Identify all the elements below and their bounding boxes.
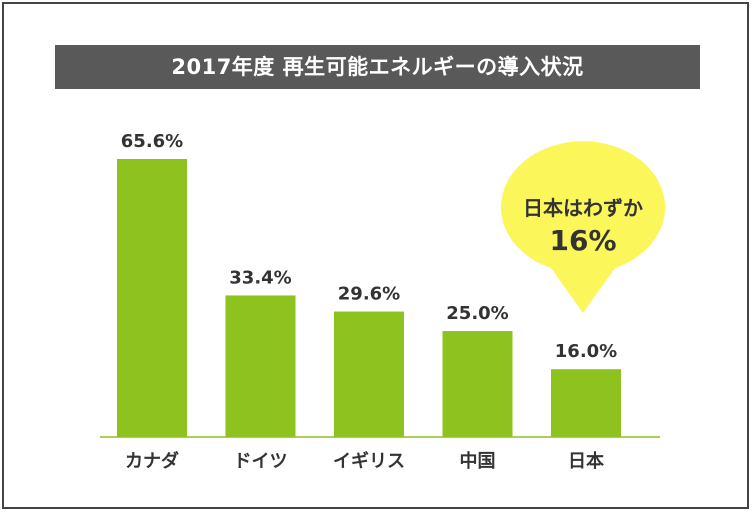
callout-bubble: 日本はわずか 16% — [500, 141, 665, 313]
value-label-1: 65.6% — [121, 131, 183, 152]
bar-4 — [442, 331, 513, 437]
category-label-2: ドイツ — [234, 451, 288, 472]
bar-5 — [551, 369, 621, 437]
bar-2 — [225, 295, 296, 437]
callout-shape — [500, 141, 665, 313]
value-label-2: 33.4% — [229, 267, 291, 288]
callout-line2: 16% — [549, 224, 616, 257]
value-label-5: 16.0% — [555, 341, 617, 362]
callout-line1: 日本はわずか — [523, 196, 643, 220]
value-label-3: 29.6% — [338, 284, 400, 305]
category-label-3: イギリス — [333, 451, 405, 472]
bar-3 — [334, 311, 404, 437]
chart-title: 2017年度 再生可能エネルギーの導入状況 — [55, 45, 700, 89]
category-label-1: カナダ — [125, 450, 179, 472]
category-label-5: 日本 — [568, 450, 604, 472]
category-label-4: 中国 — [460, 450, 496, 472]
bar-1 — [117, 159, 187, 437]
value-label-4: 25.0% — [446, 303, 508, 324]
